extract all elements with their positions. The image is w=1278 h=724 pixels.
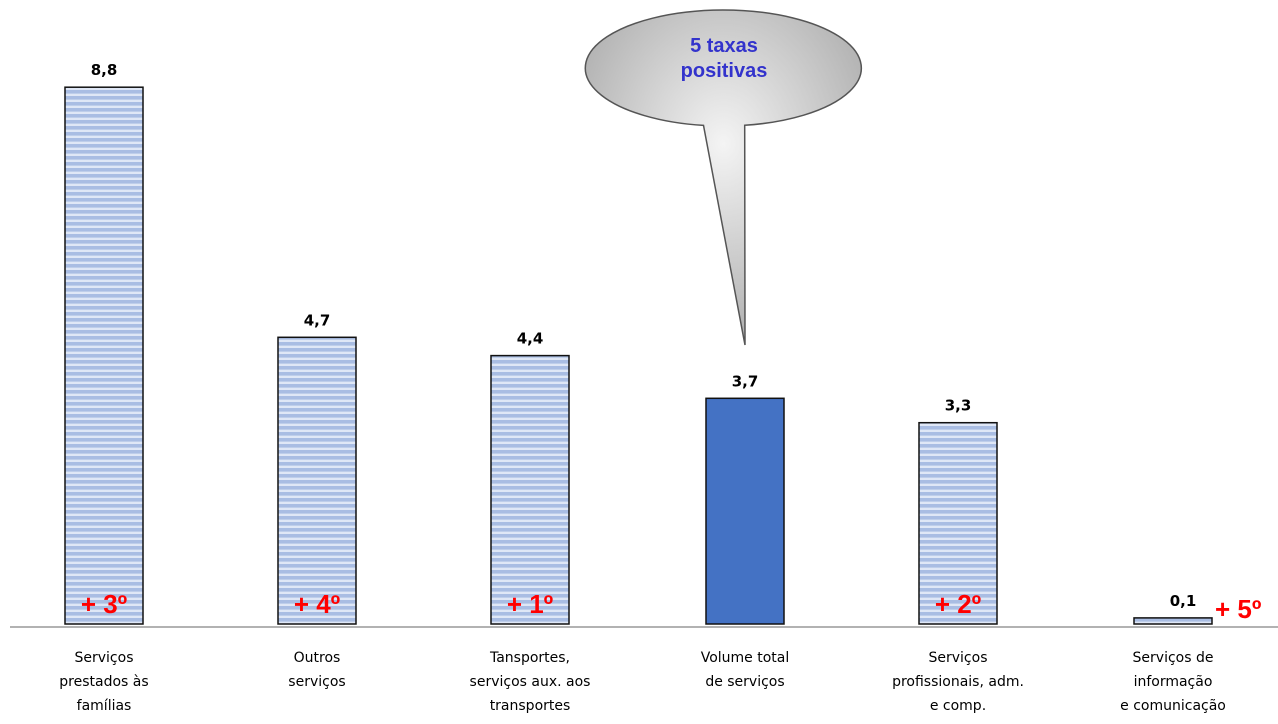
category-label-5-line-2: profissionais, adm. — [892, 674, 1024, 690]
value-label-4: 3,7 — [732, 372, 759, 390]
category-label-6-line-2: informação — [1134, 674, 1213, 690]
rank-label-5: + 2º — [935, 589, 982, 619]
category-label-3-line-2: serviços aux. aos — [470, 674, 591, 690]
bar-2 — [277, 336, 357, 625]
bar-3 — [490, 354, 570, 625]
value-label-2: 4,7 — [304, 311, 331, 329]
rank-label-2: + 4º — [294, 589, 341, 619]
bubble-text-line-1: 5 taxas — [690, 35, 758, 57]
category-label-1-line-3: famílias — [77, 698, 132, 714]
value-label-5: 3,3 — [945, 397, 972, 415]
rank-label-3: + 1º — [507, 589, 554, 619]
category-label-2-line-2: serviços — [288, 674, 345, 690]
labels-group: 8,8 + 3º Serviços prestados às famílias 4,7 + … — [59, 61, 1262, 714]
bubble-text-line-2: positivas — [681, 60, 768, 82]
bar-5 — [918, 421, 998, 625]
category-label-1-line-2: prestados às — [59, 674, 148, 690]
value-label-1: 8,8 — [91, 61, 118, 79]
bubble-shape — [584, 9, 863, 346]
bars-group — [64, 86, 1213, 625]
category-label-5-line-3: e comp. — [930, 698, 986, 714]
category-label-6-line-3: e comunicação — [1120, 698, 1226, 714]
category-label-3-line-3: transportes — [490, 698, 571, 714]
category-label-6-line-1: Serviços de — [1133, 650, 1214, 666]
category-label-3-line-1: Tansportes, — [489, 650, 570, 666]
bar-4 — [705, 397, 785, 625]
bar-6 — [1133, 617, 1213, 625]
value-label-6: 0,1 — [1170, 592, 1197, 610]
value-label-3: 4,4 — [517, 330, 544, 348]
annotation-bubble: 5 taxas positivas — [584, 9, 863, 346]
rank-label-6: + 5º — [1215, 594, 1262, 624]
category-label-4-line-2: de serviços — [705, 674, 784, 690]
category-label-1-line-1: Serviços — [75, 650, 134, 666]
category-label-2-line-1: Outros — [294, 650, 341, 666]
category-label-4-line-1: Volume total — [701, 650, 790, 666]
bar-1 — [64, 86, 144, 625]
rank-label-1: + 3º — [81, 589, 128, 619]
category-label-5-line-1: Serviços — [929, 650, 988, 666]
